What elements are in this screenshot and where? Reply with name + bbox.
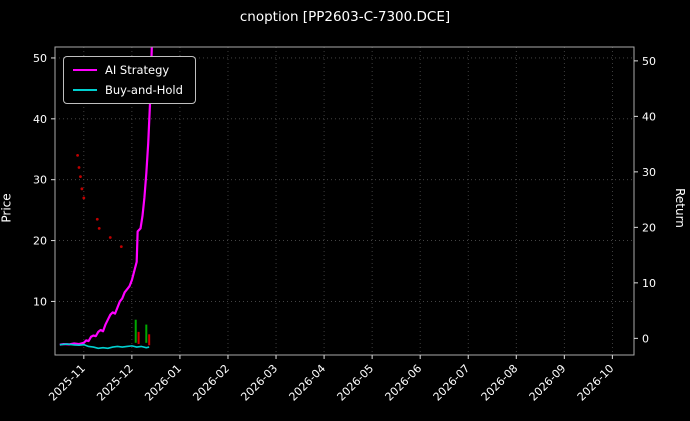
x-tick-label: 2026-05 xyxy=(335,362,377,404)
signal-dots xyxy=(80,187,84,191)
signal-dots xyxy=(79,175,82,179)
right-tick-label: 20 xyxy=(642,221,656,234)
signal-dots xyxy=(97,226,101,230)
signal-dots xyxy=(108,236,112,239)
x-tick-label: 2026-10 xyxy=(575,362,617,404)
signal-dots xyxy=(95,217,99,221)
signal-dots xyxy=(76,153,79,157)
x-tick-label: 2026-06 xyxy=(383,362,425,404)
x-tick-label: 2025-11 xyxy=(46,362,88,404)
x-tick-label: 2026-07 xyxy=(431,362,473,404)
x-tick-label: 2026-01 xyxy=(142,362,184,404)
legend-label: Buy-and-Hold xyxy=(105,83,183,97)
y-axis-label-price: Price xyxy=(0,193,14,223)
signal-dots xyxy=(119,245,123,249)
plot-border xyxy=(54,46,635,356)
legend-label: AI Strategy xyxy=(105,63,170,77)
left-tick-label: 10 xyxy=(33,295,47,308)
x-tick-label: 2026-08 xyxy=(479,362,521,404)
signal-dots xyxy=(77,166,81,169)
plot-content xyxy=(59,47,153,350)
ai-strategy-line xyxy=(59,47,153,346)
right-tick-label: 50 xyxy=(642,55,656,68)
x-tick-label: 2025-12 xyxy=(94,362,136,404)
x-tick-label: 2026-09 xyxy=(527,362,569,404)
legend-item-ai-strategy: AI Strategy xyxy=(73,63,183,77)
x-tick-label: 2026-02 xyxy=(190,362,232,404)
left-tick-label: 20 xyxy=(33,235,47,248)
tick-marks xyxy=(51,57,638,359)
left-tick-label: 50 xyxy=(33,52,47,65)
right-tick-label: 30 xyxy=(642,166,656,179)
chart-legend: AI Strategy Buy-and-Hold xyxy=(63,56,196,104)
buy-and-hold-line xyxy=(59,343,150,350)
left-tick-label: 30 xyxy=(33,174,47,187)
right-tick-label: 0 xyxy=(642,332,649,345)
right-tick-label: 10 xyxy=(642,277,656,290)
buy-and-hold-line-swatch xyxy=(73,89,97,91)
legend-item-buy-and-hold: Buy-and-Hold xyxy=(73,83,183,97)
y-axis-label-return: Return xyxy=(673,188,688,228)
left-tick-label: 40 xyxy=(33,113,47,126)
ai-strategy-line-swatch xyxy=(73,69,97,71)
right-tick-label: 40 xyxy=(642,110,656,123)
chart-title: cnoption [PP2603-C-7300.DCE] xyxy=(239,9,451,25)
x-tick-label: 2026-04 xyxy=(287,362,329,404)
x-tick-label: 2026-03 xyxy=(238,362,280,404)
signal-dots xyxy=(82,196,86,200)
